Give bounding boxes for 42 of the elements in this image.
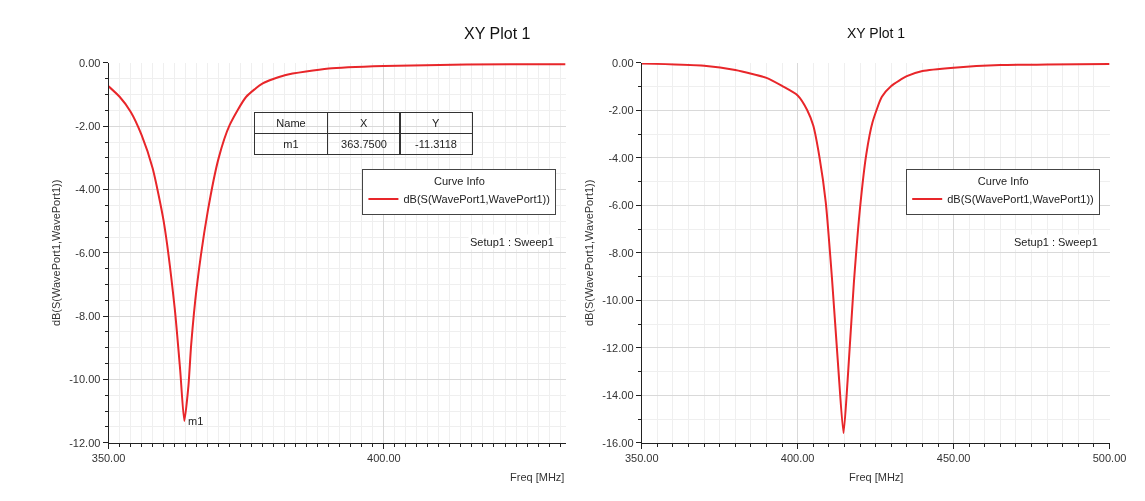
y-axis-title: dB(S(WavePort1,WavePort1)) bbox=[582, 179, 595, 327]
y-tick-label: -2.00 bbox=[75, 120, 101, 133]
annotation: Setup1 : Sweep1 bbox=[470, 236, 554, 248]
legend-label: dB(S(WavePort1,WavePort1)) bbox=[947, 193, 1094, 206]
chart-title: XY Plot 1 bbox=[847, 25, 906, 41]
annotation: Y bbox=[432, 117, 440, 129]
x-tick-label: 350.00 bbox=[624, 451, 659, 464]
x-tick-label: 500.00 bbox=[1092, 451, 1127, 464]
y-tick-label: -4.00 bbox=[608, 151, 634, 164]
legend-title: Curve Info bbox=[977, 174, 1029, 187]
annotation: Name bbox=[276, 117, 306, 129]
annotation: -11.3118 bbox=[415, 138, 457, 150]
line-series bbox=[641, 62, 1110, 435]
y-tick-label: -12.00 bbox=[69, 436, 101, 449]
y-tick-label: -14.00 bbox=[602, 389, 634, 402]
y-tick-label: -6.00 bbox=[75, 246, 101, 259]
x-tick-label: 350.00 bbox=[91, 451, 126, 464]
annotation: m1 bbox=[283, 138, 299, 150]
annotation: Setup1 : Sweep1 bbox=[1014, 236, 1098, 248]
legend-label: dB(S(WavePort1,WavePort1)) bbox=[403, 193, 550, 206]
y-tick-label: -16.00 bbox=[602, 436, 634, 449]
y-tick-label: 0.00 bbox=[78, 56, 101, 69]
chart-title: XY Plot 1 bbox=[464, 25, 531, 42]
legend-title: Curve Info bbox=[434, 174, 485, 187]
y-tick-label: -6.00 bbox=[608, 199, 634, 212]
y-tick-label: 0.00 bbox=[612, 56, 634, 69]
y-tick-label: -8.00 bbox=[75, 310, 101, 323]
x-tick-label: 450.00 bbox=[936, 451, 971, 464]
y-axis-title: dB(S(WavePort1,WavePort1)) bbox=[49, 179, 62, 327]
y-tick-label: -8.00 bbox=[608, 246, 634, 259]
x-tick-label: 400.00 bbox=[367, 451, 401, 464]
annotation: 363.7500 bbox=[341, 138, 387, 150]
y-tick-label: -2.00 bbox=[608, 104, 634, 117]
y-tick-label: -12.00 bbox=[602, 341, 634, 354]
y-tick-label: -4.00 bbox=[75, 183, 101, 196]
annotation: X bbox=[360, 117, 368, 129]
x-axis-title: Freq [MHz] bbox=[510, 471, 565, 483]
annotation: m1 bbox=[188, 415, 204, 427]
x-axis-title: Freq [MHz] bbox=[849, 471, 904, 483]
y-tick-label: -10.00 bbox=[69, 373, 101, 386]
x-tick-label: 400.00 bbox=[780, 451, 815, 464]
y-tick-label: -10.00 bbox=[602, 294, 634, 307]
